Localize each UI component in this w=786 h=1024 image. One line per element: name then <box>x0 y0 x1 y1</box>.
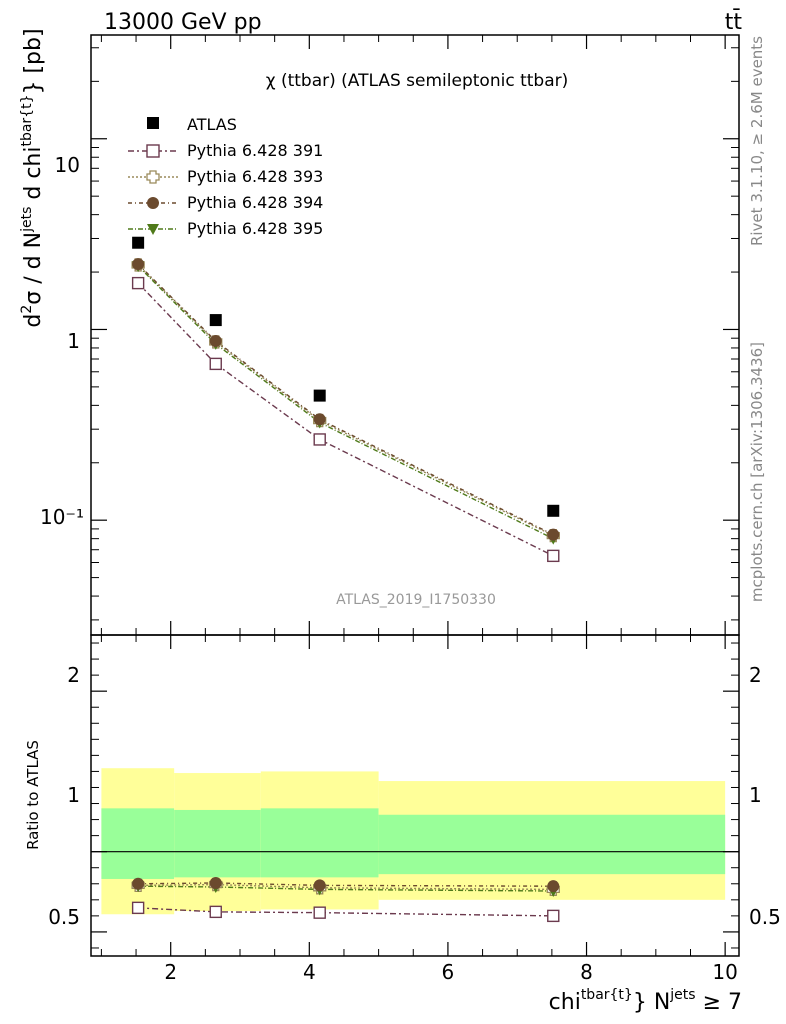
y-label-part: d chi <box>21 147 46 207</box>
data-point-marker <box>209 335 222 348</box>
process-label: tt̄ <box>725 9 743 35</box>
ratio-markers <box>131 876 560 923</box>
data-point-marker <box>313 433 326 446</box>
main-y-axis-label: d2σ / d Njets d chitbar{t}} [pb] <box>19 28 46 327</box>
energy-label: 13000 GeV pp <box>104 10 262 35</box>
ratio-series-line <box>138 883 554 891</box>
data-point-marker <box>132 877 145 890</box>
data-point-marker <box>313 389 326 402</box>
main-axis-ticks <box>91 35 739 635</box>
data-point-marker <box>313 906 326 919</box>
analysis-watermark: ATLAS_2019_I1750330 <box>336 592 496 608</box>
legend-label: ATLAS <box>187 115 237 134</box>
data-point-marker <box>313 879 326 892</box>
ratio-frame <box>90 634 740 957</box>
data-point-marker <box>132 258 145 271</box>
chart-title: χ (ttbar) (ATLAS semileptonic ttbar) <box>266 71 568 91</box>
series-line <box>137 264 554 537</box>
ratio-y-tick-label-right: 0.5 <box>749 905 781 929</box>
legend-label: Pythia 6.428 391 <box>187 141 323 160</box>
uncertainty-band-inner <box>101 808 175 879</box>
ratio-y-tick-label: 1 <box>67 783 80 807</box>
x-tick-label: 10 <box>712 960 737 984</box>
x-label-part: ≥ 7 <box>696 990 742 1015</box>
x-label-part: tbar{t} <box>581 987 633 1003</box>
ratio-y-tick-label-right: 1 <box>749 783 762 807</box>
ratio-y-tick-label: 2 <box>67 663 80 687</box>
legend-marker-395 <box>147 224 159 235</box>
y-label-part: σ / d N <box>21 232 46 305</box>
main-y-tick-label: 1 <box>67 329 80 353</box>
series-line <box>137 282 554 557</box>
legend-marker-394 <box>147 197 159 209</box>
x-tick-label: 6 <box>442 960 455 984</box>
x-tick-label: 4 <box>303 960 316 984</box>
y-label-part: tbar{t} <box>19 95 35 147</box>
ratio-y-tick-label: 0.5 <box>48 905 80 929</box>
mcplots-label: mcplots.cern.ch [arXiv:1306.3436] <box>748 342 766 602</box>
ratio-series-line <box>138 907 554 917</box>
data-point-marker <box>209 876 222 889</box>
data-point-marker <box>547 880 560 893</box>
legend-label: Pythia 6.428 393 <box>187 167 323 186</box>
y-label-part: d <box>21 314 46 328</box>
data-point-marker <box>131 901 145 915</box>
uncertainty-band-inner <box>378 814 726 875</box>
data-point-marker <box>209 905 222 919</box>
uncertainty-bands <box>91 768 739 915</box>
data-point-marker <box>547 504 560 517</box>
ratio-y-axis-label: Ratio to ATLAS <box>24 740 42 850</box>
x-tick-label: 8 <box>580 960 593 984</box>
uncertainty-band-inner <box>260 808 379 878</box>
series-line <box>137 265 554 540</box>
legend-marker-393 <box>146 170 160 184</box>
data-point-marker <box>313 413 326 426</box>
uncertainty-band-inner <box>174 809 261 878</box>
main-markers <box>131 236 560 563</box>
data-point-marker <box>547 528 560 541</box>
x-label-part: } N <box>633 990 670 1015</box>
legend-label: Pythia 6.428 394 <box>187 193 323 212</box>
legend-marker-atlas <box>147 117 159 129</box>
main-curves <box>137 263 554 557</box>
ratio-y-tick-label-right: 2 <box>749 663 762 687</box>
x-label-part: jets <box>669 987 695 1003</box>
ratio-curves <box>138 882 554 917</box>
ratio-axis-ticks <box>91 635 739 956</box>
x-tick-label: 2 <box>164 960 177 984</box>
ratio-panel: Ratio to ATLAS 2 1 0.5 2 1 0.5 2 4 6 8 10 ch… <box>24 634 781 1015</box>
main-y-tick-label: 10 <box>55 153 80 177</box>
data-point-marker <box>209 357 222 371</box>
data-point-marker <box>547 549 560 563</box>
x-tick-labels: 2 4 6 8 10 <box>164 960 738 984</box>
ratio-series-line <box>138 882 554 887</box>
main-y-tick-label: 10⁻¹ <box>40 505 84 529</box>
main-panel: χ (ttbar) (ATLAS semileptonic ttbar) ATL… <box>19 28 740 636</box>
data-point-marker <box>131 276 145 290</box>
data-point-marker <box>209 314 222 327</box>
series-line <box>137 263 554 536</box>
legend-marker-391 <box>146 144 160 158</box>
x-label-part: chi <box>549 990 581 1015</box>
data-point-marker <box>547 909 560 923</box>
data-point-marker <box>132 236 145 249</box>
legend-label: Pythia 6.428 395 <box>187 219 323 238</box>
y-label-part: 2 <box>19 305 35 314</box>
x-axis-label: chitbar{t}} Njets ≥ 7 <box>549 987 742 1015</box>
rivet-version-label: Rivet 3.1.10, ≥ 2.6M events <box>748 36 766 246</box>
legend: ATLAS Pythia 6.428 391 Pythia 6.428 393 … <box>128 115 323 238</box>
y-label-part: } [pb] <box>21 28 46 94</box>
y-label-part: jets <box>19 207 35 233</box>
